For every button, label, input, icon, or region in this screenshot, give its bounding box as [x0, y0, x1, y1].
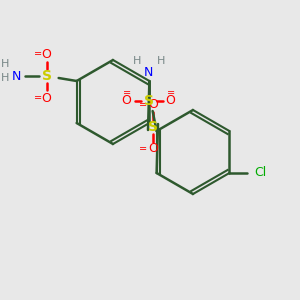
Text: =: = [34, 93, 42, 103]
Text: =: = [167, 88, 175, 98]
Text: S: S [148, 120, 158, 134]
Text: N: N [144, 67, 153, 80]
Text: O: O [148, 98, 158, 112]
Text: S: S [144, 94, 154, 108]
Text: =: = [139, 144, 147, 154]
Text: O: O [42, 47, 52, 61]
Text: H: H [132, 56, 141, 66]
Text: =: = [123, 88, 131, 98]
Text: O: O [148, 142, 158, 155]
Text: H: H [0, 59, 9, 69]
Text: S: S [42, 69, 52, 83]
Text: =: = [139, 100, 147, 110]
Text: O: O [122, 94, 132, 107]
Text: H: H [0, 73, 9, 83]
Text: O: O [166, 94, 176, 107]
Text: =: = [34, 49, 42, 59]
Text: N: N [12, 70, 21, 83]
Text: Cl: Cl [254, 167, 266, 179]
Text: H: H [156, 56, 165, 66]
Text: O: O [42, 92, 52, 104]
